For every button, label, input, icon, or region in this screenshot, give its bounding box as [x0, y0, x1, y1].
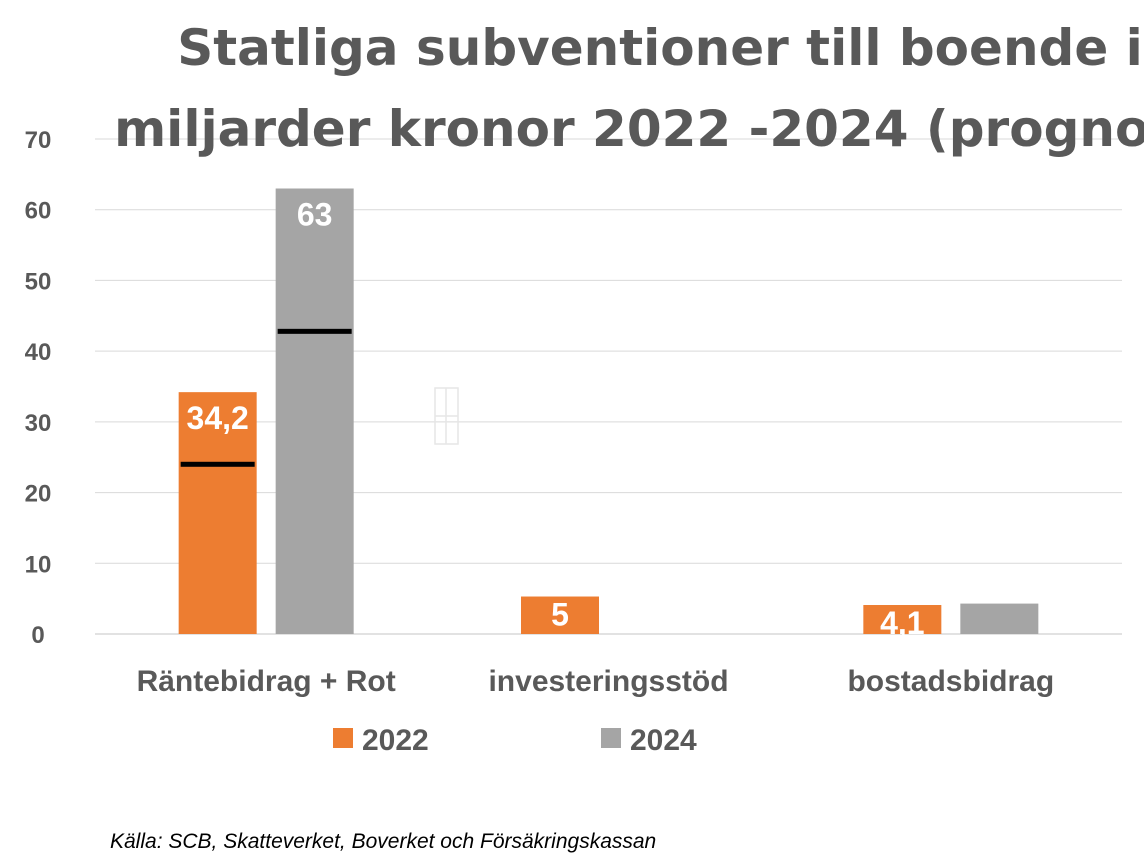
y-tick-label: 0 [31, 622, 44, 649]
legend-swatch-2024 [601, 728, 621, 748]
x-category-label: bostadsbidrag [847, 665, 1054, 698]
marker-line [277, 328, 352, 334]
bar-2022 [863, 605, 942, 634]
y-tick-label: 30 [25, 410, 52, 437]
y-tick-label: 50 [25, 268, 52, 295]
x-axis: Räntebidrag + Rot investeringsstöd bostads… [137, 665, 1055, 698]
bars [178, 188, 1039, 634]
bar-2022 [178, 392, 257, 634]
bar-2022 [521, 596, 599, 634]
y-tick-label: 70 [25, 127, 52, 154]
y-tick-label: 40 [25, 339, 52, 366]
placeholder-decoration [434, 387, 459, 445]
data-label: 4,1 [880, 605, 924, 641]
legend-label: 2022 [362, 724, 429, 757]
data-label: 34,2 [187, 400, 249, 436]
data-labels: 34,2 63 5 4,1 [187, 197, 925, 642]
marker-line [180, 461, 255, 467]
y-tick-label: 60 [25, 198, 52, 225]
legend-swatch-2022 [333, 728, 353, 748]
chart-title-line-1: Statliga subventioner till boende i [177, 19, 1143, 77]
y-axis: 0 10 20 30 40 50 60 70 [25, 127, 52, 649]
bar-2024 [275, 188, 354, 634]
bar-2024 [960, 603, 1039, 634]
y-tick-label: 20 [25, 481, 52, 508]
gridlines [95, 138, 1122, 635]
y-tick-label: 10 [25, 551, 52, 578]
data-label: 63 [297, 197, 333, 233]
x-category-label: investeringsstöd [488, 665, 728, 698]
x-category-label: Räntebidrag + Rot [137, 665, 396, 698]
source-note: Källa: SCB, Skatteverket, Boverket och F… [110, 830, 657, 853]
legend-label: 2024 [630, 724, 697, 757]
legend: 2022 2024 [333, 724, 697, 757]
chart-title-line-2: miljarder kronor 2022 -2024 (prognos) [114, 100, 1144, 158]
data-label: 5 [551, 597, 569, 633]
